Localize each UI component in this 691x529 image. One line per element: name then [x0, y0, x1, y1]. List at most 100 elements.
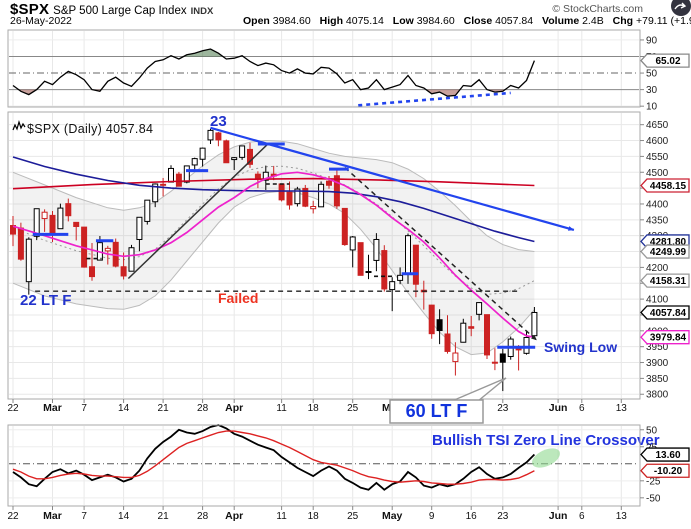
- candlesticks: [10, 128, 538, 392]
- price-annotations: 23 22 LT F Failed Swing Low: [20, 113, 617, 355]
- x-axis-label: Jun: [549, 510, 568, 522]
- callout-tail-edge: [477, 377, 507, 402]
- price-label-box: [640, 330, 690, 345]
- candle-body: [104, 247, 111, 252]
- title-row: $SPX S&P 500 Large Cap Index INDX: [10, 1, 213, 19]
- x-axis-label: 7: [81, 511, 87, 522]
- symbol: $SPX: [10, 1, 50, 18]
- price-label-value: 4458.15: [650, 181, 687, 192]
- candle-body: [120, 266, 127, 277]
- candle-body: [381, 250, 388, 290]
- tsi-axis-label: -25: [646, 476, 661, 487]
- volume-value: 2.4B: [582, 15, 604, 27]
- high-value: 4075.14: [345, 15, 384, 27]
- candle-body: [247, 148, 253, 165]
- candle-body: [231, 157, 238, 161]
- candle-body: [207, 129, 214, 141]
- candle-body: [460, 322, 467, 343]
- x-axis-label: 13: [616, 511, 628, 522]
- tsi-axis-label: -50: [646, 493, 661, 504]
- candle-body: [152, 183, 159, 203]
- candle-body: [484, 314, 490, 356]
- candle-body: [515, 348, 522, 351]
- candle-body: [349, 236, 356, 251]
- rsi-label-box: [640, 53, 690, 68]
- low-label: Low: [392, 15, 414, 27]
- candle-body: [278, 183, 285, 201]
- annotation-text: 23: [210, 113, 227, 130]
- x-axis-label: 23: [497, 403, 509, 414]
- trendline: [127, 143, 269, 280]
- candle-body: [199, 147, 206, 160]
- high-label: High: [319, 15, 343, 27]
- callout-text: 60 LT F: [406, 401, 468, 421]
- corner-share-icon[interactable]: [671, 0, 691, 16]
- rsi-axis-label: 10: [646, 102, 658, 113]
- rsi-axis-label: 30: [646, 85, 658, 96]
- rsi-axis-label: 90: [646, 35, 658, 46]
- candle-body: [136, 216, 143, 240]
- price-label-value: 3979.84: [650, 333, 687, 344]
- close-label: Close: [463, 15, 493, 27]
- candle-body: [397, 274, 404, 281]
- candle-body: [262, 171, 269, 181]
- oversold-fill: [426, 89, 460, 97]
- tsi-line: [12, 424, 536, 491]
- annotation-text: Failed: [218, 290, 258, 306]
- candle-body: [160, 183, 167, 186]
- price-label-value: 4281.80: [650, 237, 687, 248]
- quote-row: Open 3984.60 High 4075.14 Low 3984.60 Cl…: [237, 15, 691, 27]
- callout-60ltf: 60 LT F: [389, 377, 507, 424]
- candle-body: [286, 191, 293, 206]
- candle-body: [144, 199, 151, 222]
- price-axis-label: 3800: [646, 390, 669, 401]
- candle-body: [168, 167, 174, 183]
- bollinger-upper: [12, 139, 535, 252]
- x-axis-label: 23: [497, 511, 509, 522]
- price-label-box: [640, 178, 690, 193]
- rsi-trendline: [358, 91, 511, 107]
- tsi-label-value: 13.60: [655, 450, 680, 461]
- candle-body: [412, 244, 419, 285]
- x-axis-label: Jun: [549, 402, 568, 414]
- candle-body: [239, 145, 246, 158]
- candle-body: [326, 180, 332, 186]
- ma50-line: [12, 156, 535, 243]
- candle-body: [302, 187, 309, 207]
- candle-body: [318, 183, 325, 208]
- quote-date: 26-May-2022: [10, 15, 72, 27]
- annotation-text: 22 LT F: [20, 292, 71, 309]
- candle-body: [294, 188, 301, 205]
- price-panel-border: [7, 111, 641, 400]
- x-axis-label: 28: [197, 511, 209, 522]
- crossover-highlight-ellipse: [531, 448, 561, 468]
- x-axis-label: Mar: [43, 510, 62, 522]
- price-axis-label: 4550: [646, 152, 669, 163]
- tsi-axis-label: 50: [646, 425, 658, 436]
- signal-line: [12, 430, 535, 485]
- price-axis-label: 4350: [646, 215, 669, 226]
- x-axis-label: 25: [347, 403, 359, 414]
- x-axis-label: 6: [579, 403, 585, 414]
- candle-body: [476, 302, 483, 315]
- annotation-text: Swing Low: [544, 339, 617, 355]
- candle-body: [25, 238, 32, 283]
- tsi-annotation-text: Bullish TSI Zero Line Crossover: [432, 432, 660, 449]
- candle-body: [523, 336, 530, 354]
- x-axis-label: 11: [276, 403, 287, 414]
- candle-body: [468, 326, 475, 329]
- candle-body: [223, 140, 230, 164]
- candle-body: [65, 203, 72, 217]
- x-axis-label: 25: [347, 511, 359, 522]
- candle-body: [254, 173, 261, 179]
- tsi-panel: Bullish TSI Zero Line Crossover: [12, 424, 660, 491]
- oversold-fill: [18, 89, 37, 95]
- x-axis-label: 14: [118, 511, 130, 522]
- candle-body: [531, 311, 538, 337]
- low-value: 3984.60: [416, 15, 455, 27]
- x-axis-label: 7: [81, 403, 87, 414]
- price-axis-label: 3950: [646, 342, 669, 353]
- candle-body: [73, 221, 80, 227]
- price-axis-label: 4200: [646, 263, 669, 274]
